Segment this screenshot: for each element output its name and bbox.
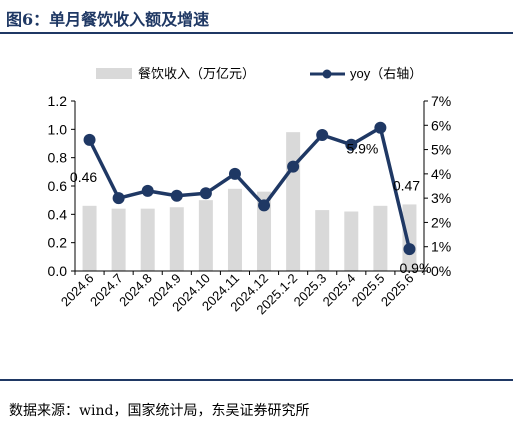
right-tick-label: 5%: [431, 142, 451, 158]
data-label: 5.9%: [346, 141, 378, 157]
legend-line-marker: [322, 69, 332, 79]
bar-5: [227, 188, 242, 271]
yoy-point-7: [287, 160, 300, 173]
bar-9: [344, 211, 359, 271]
bar-10: [373, 205, 388, 271]
bottom-rule: [0, 379, 513, 381]
right-tick-label: 7%: [431, 93, 451, 109]
bar-6: [257, 191, 272, 271]
left-tick-label: 0.2: [48, 235, 68, 251]
axes: 0.0 0.2 0.4 0.6 0.8 1.0 1.2 0% 1% 2% 3% 4% 5% 6% 7% 202…: [48, 93, 452, 317]
left-tick-label: 0.0: [48, 263, 68, 279]
yoy-point-10: [374, 121, 387, 134]
yoy-point-1: [112, 192, 125, 205]
yoy-point-6: [258, 199, 271, 212]
line-series: [83, 121, 416, 256]
yoy-point-0: [83, 133, 96, 146]
bar-3: [169, 207, 184, 271]
title-bar: 图6：单月餐饮收入额及增速: [0, 0, 513, 34]
left-tick-label: 0.4: [48, 206, 68, 222]
data-labels: 0.46 0.47 5.9% 0.9%: [70, 141, 432, 276]
bar-1: [111, 208, 126, 271]
bar-0: [82, 205, 97, 271]
bar-2: [140, 208, 155, 271]
data-label: 0.47: [393, 177, 420, 193]
legend: 餐饮收入（万亿元） yoy（右轴）: [96, 66, 422, 81]
right-tick-label: 6%: [431, 117, 451, 133]
legend-bar-label: 餐饮收入（万亿元）: [138, 66, 255, 81]
yoy-point-3: [170, 189, 183, 202]
bar-11: [402, 204, 417, 271]
right-tick-label: 2%: [431, 214, 451, 230]
figure-title: 图6：单月餐饮收入额及增速: [6, 10, 210, 29]
legend-bar-swatch: [96, 68, 132, 79]
legend-line-label: yoy（右轴）: [350, 66, 422, 81]
yoy-point-11: [403, 243, 416, 256]
right-tick-label: 3%: [431, 190, 451, 206]
left-tick-label: 0.8: [48, 150, 68, 166]
data-label: 0.46: [70, 169, 97, 185]
right-tick-label: 4%: [431, 166, 451, 182]
data-label: 0.9%: [399, 260, 431, 276]
yoy-point-5: [228, 167, 241, 180]
bar-7: [286, 132, 301, 271]
bar-4: [198, 200, 213, 271]
source-note: 数据来源：wind，国家统计局，东吴证券研究所: [9, 403, 310, 419]
bar-8: [315, 210, 330, 271]
title-rule: [0, 32, 513, 34]
yoy-point-8: [316, 129, 329, 141]
left-tick-label: 0.6: [48, 178, 68, 194]
right-tick-label: 1%: [431, 239, 451, 255]
chart: 餐饮收入（万亿元） yoy（右轴） 0.0 0.2 0.4 0.6 0.8 1.0 1.2 0%…: [48, 66, 452, 317]
yoy-point-2: [141, 184, 154, 197]
left-tick-label: 1.2: [48, 93, 68, 109]
left-tick-label: 1.0: [48, 121, 68, 137]
yoy-point-9: [345, 138, 358, 151]
right-tick-label: 0%: [431, 263, 451, 279]
x-tick-label: 2025.6: [378, 271, 417, 310]
yoy-point-4: [199, 187, 212, 200]
